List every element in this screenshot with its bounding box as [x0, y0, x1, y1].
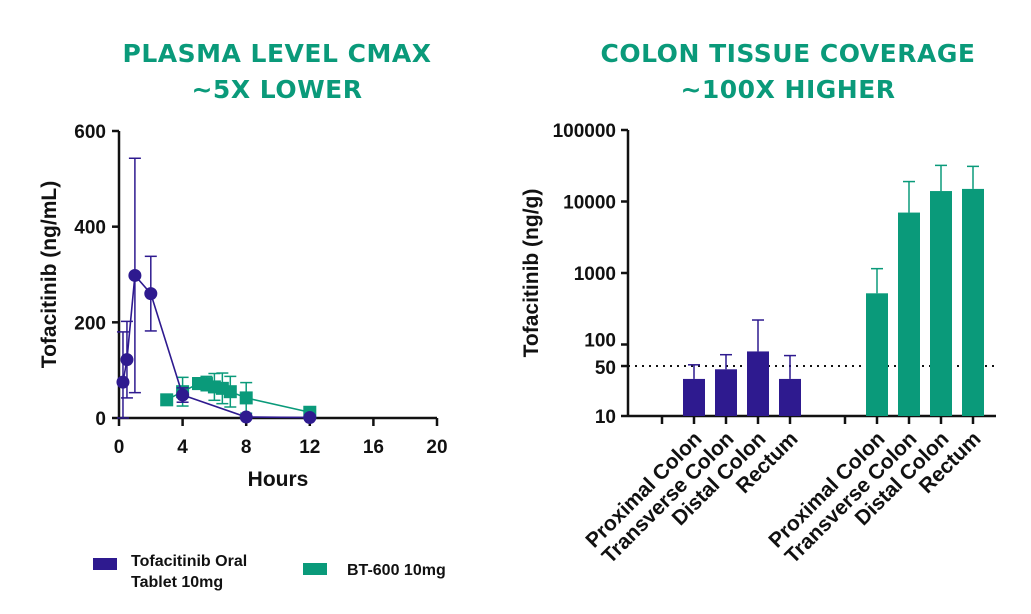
plasma-data-point [303, 411, 317, 425]
plasma-y-tick-label: 200 [74, 313, 106, 334]
colon-y-tick-label: 50 [595, 358, 616, 379]
plasma-data-point [239, 410, 253, 424]
plasma-x-tick-label: 4 [177, 437, 188, 458]
colon-title-line1: COLON TISSUE COVERAGE [600, 39, 976, 68]
colon-bar [898, 212, 920, 416]
colon-bar [866, 293, 888, 416]
colon-bar [715, 369, 737, 416]
colon-bar [962, 188, 984, 416]
plasma-x-tick-label: 12 [299, 437, 320, 458]
plasma-data-point [144, 287, 158, 301]
legend: Tofacitinib Oral Tablet 10mg BT-600 10mg [93, 553, 446, 591]
legend-label-tofacitinib-line2: Tablet 10mg [131, 574, 223, 591]
plasma-data-point [176, 388, 190, 402]
colon-bar [747, 351, 769, 416]
legend-label-bt600: BT-600 10mg [347, 562, 446, 579]
plasma-y-tick-label: 0 [95, 409, 106, 430]
plasma-data-point [128, 268, 142, 282]
plasma-data-point [239, 391, 253, 405]
plasma-y-axis-label: Tofacitinib (ng/mL) [38, 181, 61, 368]
colon-bar [930, 191, 952, 416]
colon-y-tick-label: 100 [584, 331, 616, 352]
plasma-x-tick-label: 8 [241, 437, 252, 458]
plasma-data-point [120, 353, 134, 367]
colon-y-tick-label: 10000 [563, 193, 616, 214]
colon-y-axis-label: Tofacitinib (ng/g) [520, 189, 543, 358]
legend-label-tofacitinib-line1: Tofacitinib Oral [131, 553, 247, 570]
plasma-y-tick-label: 400 [74, 218, 106, 239]
colon-title-line2: ~100X HIGHER [680, 75, 896, 104]
plasma-data-point [116, 375, 130, 389]
plasma-line-chart: Hours Tofacitinib (ng/mL) 0 200 400 600 0 4 8 1… [38, 122, 448, 491]
legend-swatch-tofacitinib [93, 558, 117, 570]
plasma-x-tick-label: 20 [426, 437, 447, 458]
plasma-data-point [160, 393, 174, 407]
colon-y-tick-label: 10 [595, 407, 616, 428]
legend-swatch-bt600 [303, 563, 327, 575]
colon-bar-chart: Tofacitinib (ng/g) 10 50 100 1000 10000 10000… [520, 121, 996, 568]
plasma-x-tick-label: 0 [114, 437, 125, 458]
colon-bar [779, 378, 801, 416]
plasma-data-point [223, 385, 237, 399]
colon-bar [683, 378, 705, 416]
plasma-title-line1: PLASMA LEVEL CMAX [122, 39, 432, 68]
colon-chart-title: COLON TISSUE COVERAGE ~100X HIGHER [588, 36, 988, 108]
plasma-title-line2: ~5X LOWER [191, 75, 363, 104]
colon-y-tick-label: 100000 [553, 121, 616, 142]
colon-y-tick-label: 1000 [574, 264, 616, 285]
plasma-x-tick-label: 16 [363, 437, 384, 458]
plasma-x-axis-label: Hours [248, 468, 309, 491]
plasma-y-tick-label: 600 [74, 122, 106, 143]
plasma-chart-title: PLASMA LEVEL CMAX ~5X LOWER [77, 36, 477, 108]
